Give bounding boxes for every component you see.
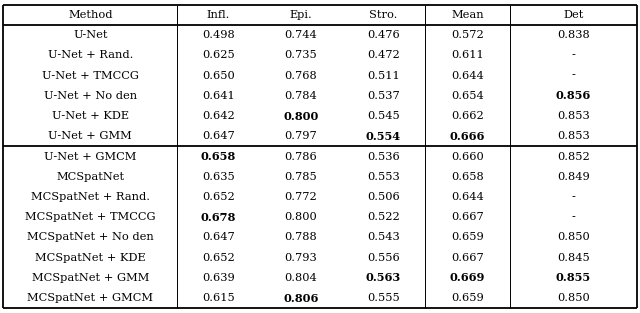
Text: 0.735: 0.735 xyxy=(285,50,317,60)
Text: 0.678: 0.678 xyxy=(201,212,236,223)
Text: 0.611: 0.611 xyxy=(451,50,484,60)
Text: 0.856: 0.856 xyxy=(556,90,591,101)
Text: -: - xyxy=(572,192,575,202)
Text: 0.667: 0.667 xyxy=(451,212,484,222)
Text: 0.669: 0.669 xyxy=(450,272,485,284)
Text: 0.522: 0.522 xyxy=(367,212,400,222)
Text: 0.639: 0.639 xyxy=(202,273,235,283)
Text: -: - xyxy=(572,50,575,60)
Text: 0.838: 0.838 xyxy=(557,30,590,40)
Text: 0.644: 0.644 xyxy=(451,192,484,202)
Text: Det: Det xyxy=(563,10,584,20)
Text: 0.641: 0.641 xyxy=(202,91,235,101)
Text: -: - xyxy=(572,70,575,80)
Text: U-Net + GMM: U-Net + GMM xyxy=(49,131,132,141)
Text: MCSpatNet + KDE: MCSpatNet + KDE xyxy=(35,253,146,263)
Text: Method: Method xyxy=(68,10,113,20)
Text: 0.652: 0.652 xyxy=(202,192,235,202)
Text: Epi.: Epi. xyxy=(290,10,312,20)
Text: 0.850: 0.850 xyxy=(557,293,590,303)
Text: 0.537: 0.537 xyxy=(367,91,400,101)
Text: 0.659: 0.659 xyxy=(451,293,484,303)
Text: 0.506: 0.506 xyxy=(367,192,400,202)
Text: 0.793: 0.793 xyxy=(285,253,317,263)
Text: 0.556: 0.556 xyxy=(367,253,400,263)
Text: 0.652: 0.652 xyxy=(202,253,235,263)
Text: 0.553: 0.553 xyxy=(367,172,400,182)
Text: 0.572: 0.572 xyxy=(451,30,484,40)
Text: 0.660: 0.660 xyxy=(451,151,484,162)
Text: MCSpatNet + GMCM: MCSpatNet + GMCM xyxy=(28,293,154,303)
Text: 0.511: 0.511 xyxy=(367,70,400,80)
Text: U-Net + KDE: U-Net + KDE xyxy=(52,111,129,121)
Text: 0.476: 0.476 xyxy=(367,30,400,40)
Text: 0.797: 0.797 xyxy=(285,131,317,141)
Text: 0.852: 0.852 xyxy=(557,151,590,162)
Text: U-Net + No den: U-Net + No den xyxy=(44,91,137,101)
Text: 0.788: 0.788 xyxy=(285,233,317,243)
Text: 0.785: 0.785 xyxy=(285,172,317,182)
Text: 0.804: 0.804 xyxy=(285,273,317,283)
Text: 0.667: 0.667 xyxy=(451,253,484,263)
Text: 0.536: 0.536 xyxy=(367,151,400,162)
Text: 0.845: 0.845 xyxy=(557,253,590,263)
Text: MCSpatNet + Rand.: MCSpatNet + Rand. xyxy=(31,192,150,202)
Text: 0.806: 0.806 xyxy=(284,293,319,304)
Text: 0.784: 0.784 xyxy=(285,91,317,101)
Text: 0.472: 0.472 xyxy=(367,50,400,60)
Text: 0.644: 0.644 xyxy=(451,70,484,80)
Text: 0.772: 0.772 xyxy=(285,192,317,202)
Text: Stro.: Stro. xyxy=(369,10,397,20)
Text: 0.855: 0.855 xyxy=(556,272,591,284)
Text: Infl.: Infl. xyxy=(207,10,230,20)
Text: 0.498: 0.498 xyxy=(202,30,235,40)
Text: 0.615: 0.615 xyxy=(202,293,235,303)
Text: 0.786: 0.786 xyxy=(285,151,317,162)
Text: 0.659: 0.659 xyxy=(451,233,484,243)
Text: 0.658: 0.658 xyxy=(451,172,484,182)
Text: 0.853: 0.853 xyxy=(557,131,590,141)
Text: 0.647: 0.647 xyxy=(202,131,235,141)
Text: 0.650: 0.650 xyxy=(202,70,235,80)
Text: 0.554: 0.554 xyxy=(366,131,401,142)
Text: MCSpatNet + TMCCG: MCSpatNet + TMCCG xyxy=(25,212,156,222)
Text: U-Net + TMCCG: U-Net + TMCCG xyxy=(42,70,139,80)
Text: 0.545: 0.545 xyxy=(367,111,400,121)
Text: 0.642: 0.642 xyxy=(202,111,235,121)
Text: 0.662: 0.662 xyxy=(451,111,484,121)
Text: 0.563: 0.563 xyxy=(365,272,401,284)
Text: 0.853: 0.853 xyxy=(557,111,590,121)
Text: 0.555: 0.555 xyxy=(367,293,400,303)
Text: 0.654: 0.654 xyxy=(451,91,484,101)
Text: 0.666: 0.666 xyxy=(450,131,485,142)
Text: 0.658: 0.658 xyxy=(201,151,236,162)
Text: 0.800: 0.800 xyxy=(284,110,319,121)
Text: MCSpatNet + No den: MCSpatNet + No den xyxy=(27,233,154,243)
Text: Mean: Mean xyxy=(451,10,484,20)
Text: U-Net + Rand.: U-Net + Rand. xyxy=(47,50,133,60)
Text: 0.543: 0.543 xyxy=(367,233,400,243)
Text: -: - xyxy=(572,212,575,222)
Text: U-Net + GMCM: U-Net + GMCM xyxy=(44,151,136,162)
Text: 0.635: 0.635 xyxy=(202,172,235,182)
Text: 0.647: 0.647 xyxy=(202,233,235,243)
Text: MCSpatNet: MCSpatNet xyxy=(56,172,124,182)
Text: 0.849: 0.849 xyxy=(557,172,590,182)
Text: 0.625: 0.625 xyxy=(202,50,235,60)
Text: 0.850: 0.850 xyxy=(557,233,590,243)
Text: MCSpatNet + GMM: MCSpatNet + GMM xyxy=(31,273,149,283)
Text: 0.744: 0.744 xyxy=(285,30,317,40)
Text: 0.800: 0.800 xyxy=(285,212,317,222)
Text: 0.768: 0.768 xyxy=(285,70,317,80)
Text: U-Net: U-Net xyxy=(73,30,108,40)
